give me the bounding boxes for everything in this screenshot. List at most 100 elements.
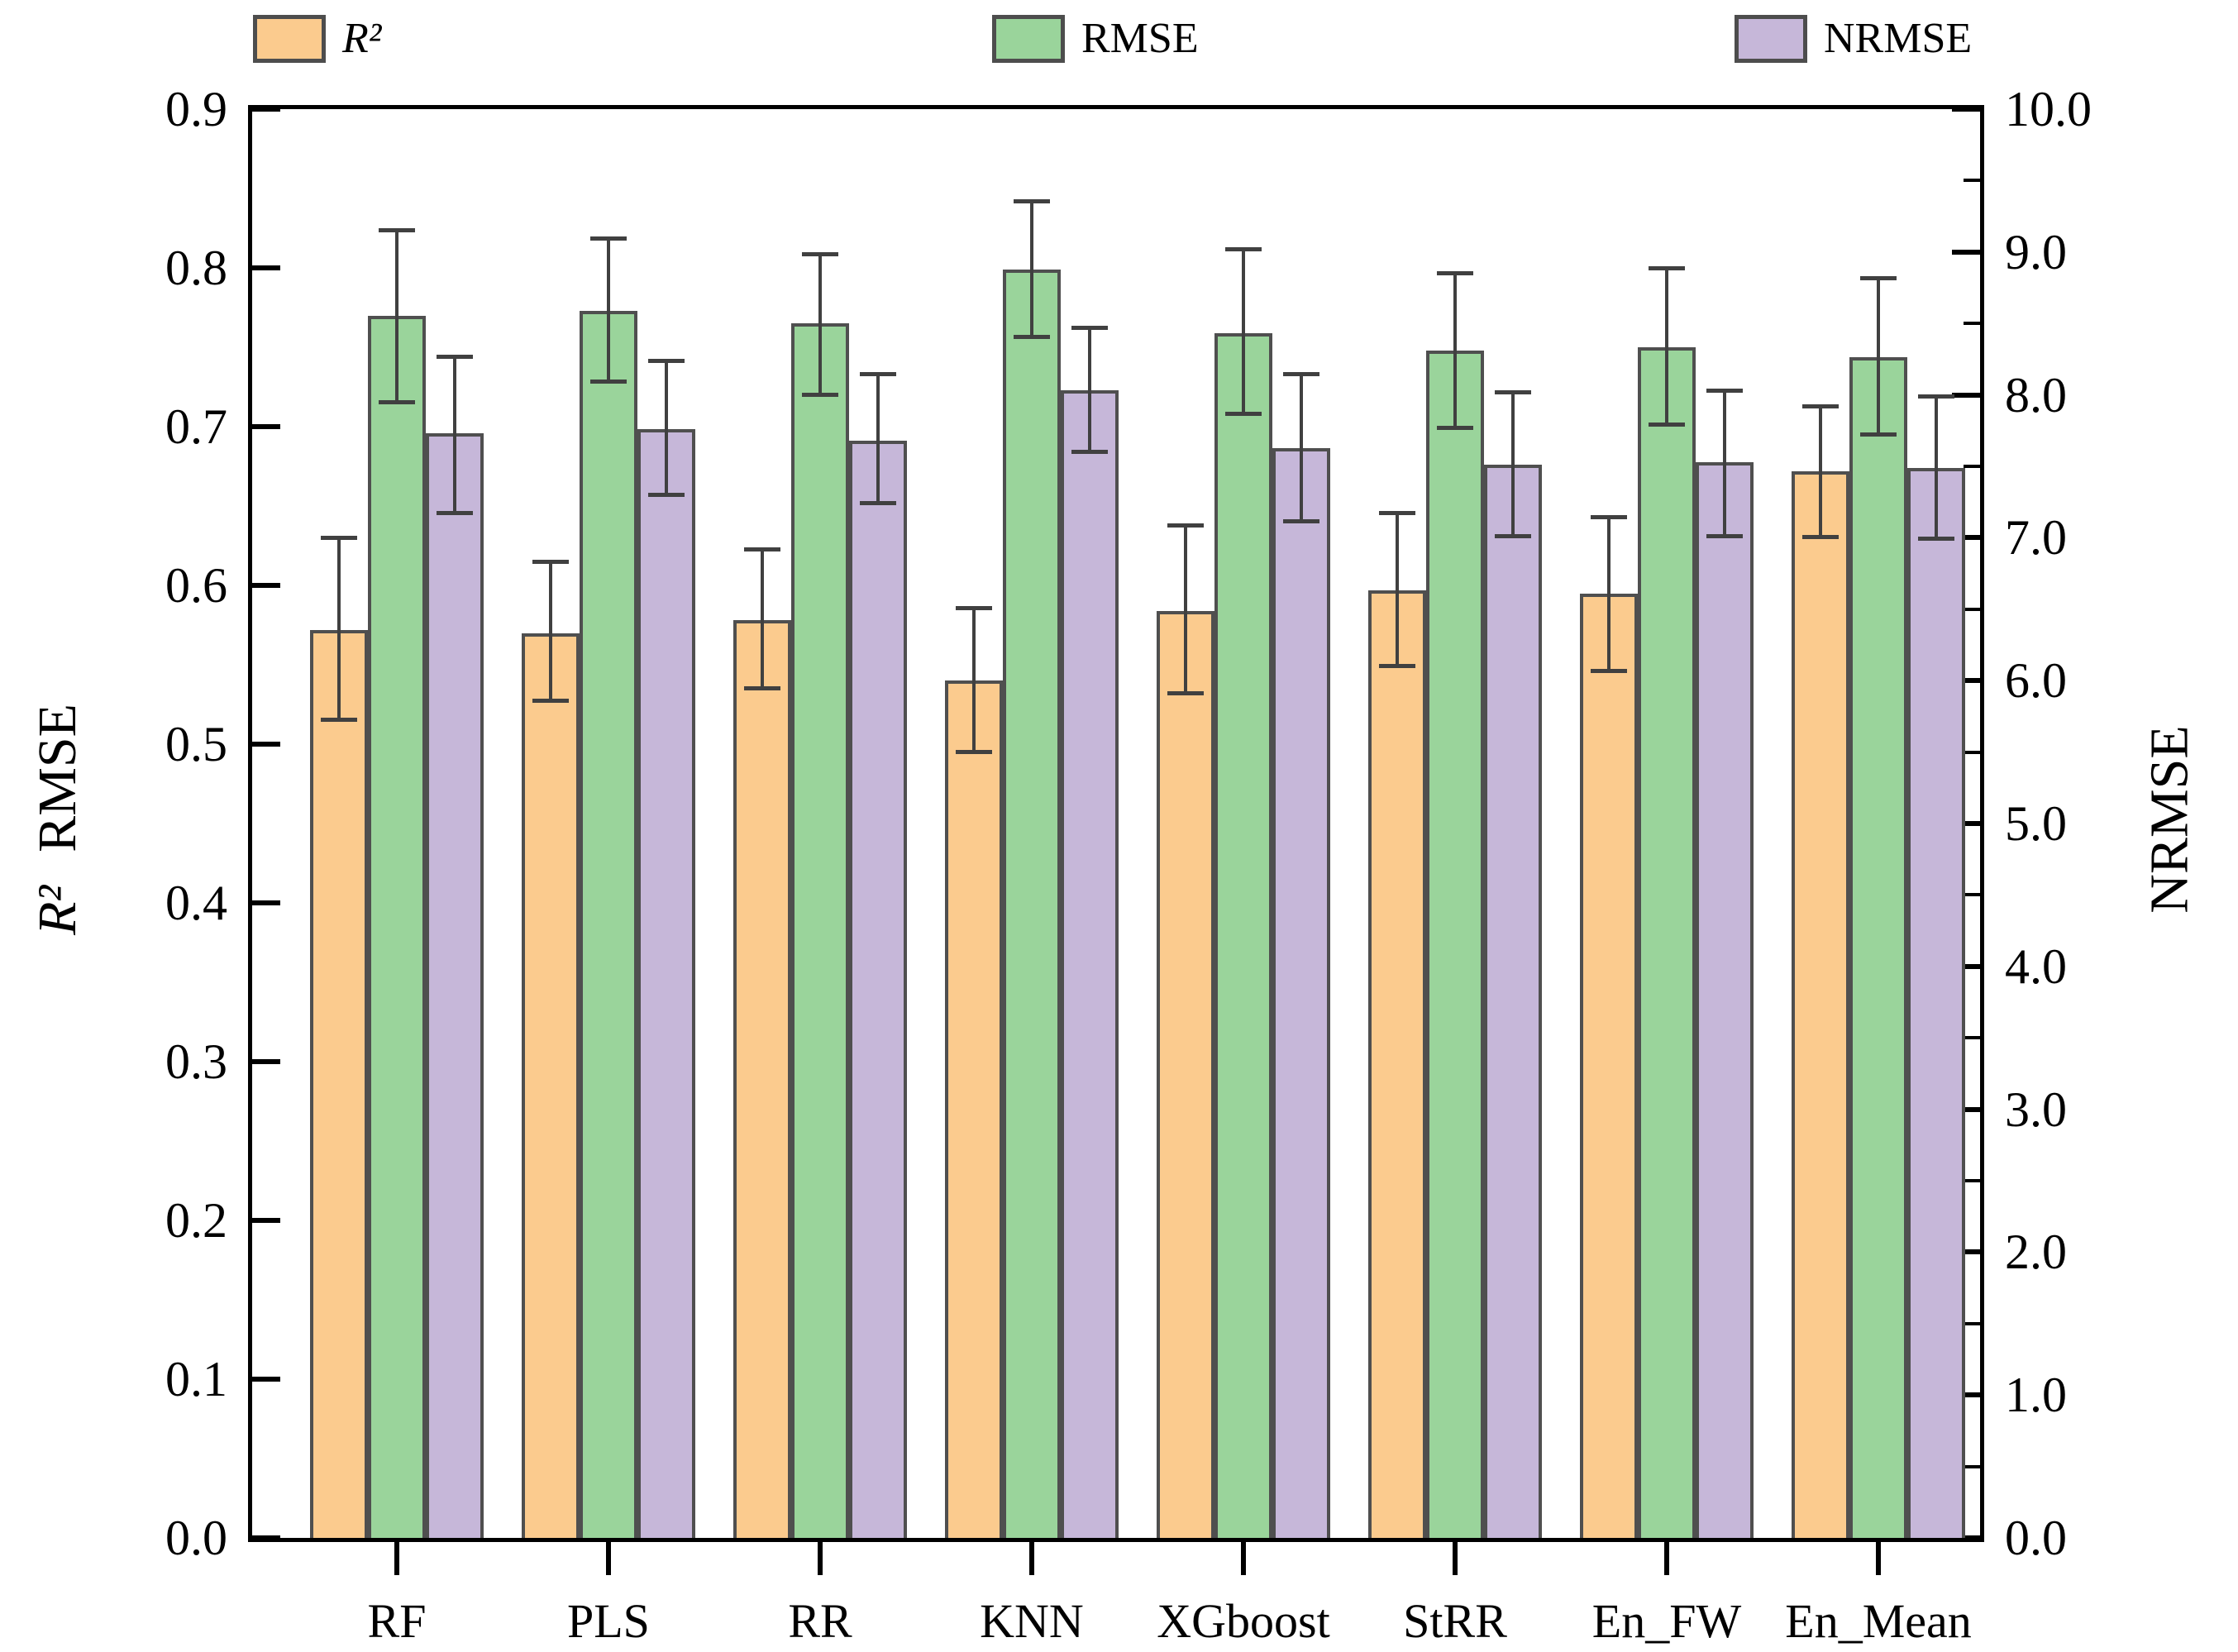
right-axis-minor-tick [1964,607,1980,611]
error-bar [972,607,976,752]
error-bar-cap-bottom [1495,533,1532,538]
legend-label-nrmse: NRMSE [1824,15,1973,62]
left-axis-title: R²RMSE [27,704,88,935]
error-bar-cap-bottom [1860,432,1897,437]
plot-area: 0.0 0.1 0.2 0.3 0.4 0.5 0.6 0.7 0.8 0.9 0.0 1.0 2.0 3… [165,84,2092,1645]
bar-rmse-knn [1003,269,1061,1538]
error-bar [1088,327,1091,452]
left-axis-tick-label: 0.5 [165,717,227,771]
legend-item-rmse: RMSE [992,13,1199,64]
error-bar [818,253,822,395]
legend-swatch-r2 [253,15,326,63]
error-bar-cap-bottom [744,685,780,690]
bar-r²-pls [521,633,580,1538]
error-bar-cap-top [1167,523,1204,528]
left-axis-tick-label: 0.6 [165,558,227,613]
right-axis-minor-tick [1964,1464,1980,1468]
error-bar-cap-bottom [320,718,357,723]
x-axis-category-label: PLS [567,1594,650,1648]
error-bar-cap-top [1071,326,1108,331]
error-bar [452,356,456,514]
right-axis-minor-tick [1964,322,1980,326]
error-bar-cap-bottom [378,400,415,405]
error-bar-cap-bottom [532,699,569,704]
error-bar [1819,406,1823,538]
error-bar [1396,512,1400,666]
left-axis-tick-label: 0.4 [165,876,227,930]
left-axis-tick-label: 0.2 [165,1193,227,1248]
bar-r²-xgboost [1157,610,1214,1538]
right-axis-minor-tick [1964,465,1980,468]
x-axis-tick [1876,1542,1882,1575]
bar-nrmse-rf [425,433,484,1538]
error-bar-cap-bottom [1706,533,1744,538]
right-axis-tick [1952,1106,1980,1112]
error-bar [1665,268,1669,426]
left-axis-tick [252,424,280,429]
error-bar-cap-bottom [1071,449,1108,454]
error-bar [1242,248,1245,414]
left-axis-tick-label: 0.9 [165,82,227,136]
error-bar-cap-top [1014,199,1050,204]
error-bar-cap-bottom [647,492,685,497]
legend-swatch-nrmse [1735,15,1807,63]
left-axis-tick-label: 0.8 [165,241,227,295]
bar-rmse-strr [1426,350,1485,1538]
error-bar-cap-bottom [1283,519,1319,524]
bar-rmse-en_fw [1638,347,1696,1538]
error-bar-cap-top [1379,510,1416,515]
error-bar-cap-top [647,359,685,364]
bar-r²-rr [733,620,791,1538]
error-bar-cap-top [1225,246,1262,251]
bar-nrmse-en_mean [1907,467,1966,1538]
x-axis-category-label: KNN [980,1594,1084,1648]
error-bar [606,237,610,383]
left-axis-tick [252,1535,280,1540]
bar-nrmse-en_fw [1696,461,1754,1538]
error-bar [1935,396,1939,540]
error-bar-cap-bottom [956,749,992,754]
error-bar-cap-top [1495,390,1532,395]
error-bar-cap-top [1706,389,1744,394]
right-axis-tick [1952,963,1980,969]
right-axis-tick-label: 4.0 [2005,938,2067,994]
error-bar-cap-top [860,371,896,376]
bar-r²-en_fw [1580,593,1639,1538]
x-axis-category-label: StRR [1403,1594,1507,1648]
bar-nrmse-knn [1061,390,1119,1538]
bar-r²-strr [1368,590,1427,1538]
right-axis-tick [1952,678,1980,684]
x-axis-category-label: RR [788,1594,852,1648]
right-axis-tick [1952,249,1980,255]
legend-swatch-rmse [992,15,1065,63]
left-axis-title-box: R²RMSE [12,105,103,1534]
right-axis-tick [1952,392,1980,398]
left-axis-tick [252,583,280,588]
legend-label-rmse: RMSE [1081,15,1199,62]
right-axis-tick [1952,535,1980,541]
bar-r²-rf [309,629,368,1538]
error-bar [664,360,668,495]
error-bar [1184,525,1187,694]
right-axis-tick [1952,1392,1980,1398]
left-axis-tick [252,1059,280,1064]
right-axis-minor-tick [1964,893,1980,897]
error-bar-cap-bottom [1918,537,1955,542]
x-axis-tick [1453,1542,1458,1575]
error-bar [876,373,880,504]
legend-item-r2: R² [253,13,381,64]
left-axis-tick [252,1377,280,1382]
legend-item-nrmse: NRMSE [1735,13,1972,64]
right-axis-minor-tick [1964,1036,1980,1040]
left-axis-tick [252,742,280,747]
right-axis-tick [1952,1535,1980,1540]
error-bar-cap-bottom [1437,425,1474,430]
error-bar-cap-top [744,547,780,551]
x-axis-tick [1029,1542,1034,1575]
error-bar [761,548,764,689]
error-bar [1030,201,1033,338]
error-bar [336,537,341,721]
right-axis-tick [1952,821,1980,826]
bar-rmse-en_mean [1849,356,1908,1538]
